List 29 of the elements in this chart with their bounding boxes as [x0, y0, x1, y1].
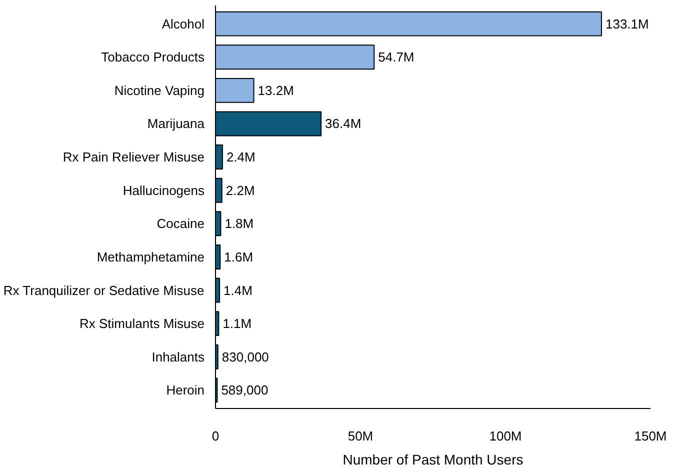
y-tick-label: Tobacco Products: [101, 50, 205, 65]
x-tick-label: 0: [212, 428, 220, 444]
y-tick-label: Hallucinogens: [122, 182, 205, 198]
data-label: 1.6M: [224, 249, 254, 264]
y-tick-label: Methamphetamine: [96, 249, 205, 264]
y-tick-label: Rx Stimulants Misuse: [80, 316, 205, 332]
data-label: 1.4M: [224, 282, 252, 298]
data-label: 1.8M: [224, 216, 254, 232]
data-label: 133.1M: [605, 16, 649, 32]
y-tick-label: Rx Pain Reliever Misuse: [62, 150, 205, 165]
x-tick-label: 50M: [348, 428, 374, 444]
y-tick-label: Nicotine Vaping: [114, 82, 204, 98]
y-tick-label: Heroin: [166, 382, 204, 398]
data-label: 54.7M: [378, 50, 414, 65]
data-label: 13.2M: [258, 82, 294, 98]
data-label: 1.1M: [222, 316, 252, 332]
y-tick-label: Rx Tranquilizer or Sedative Misuse: [3, 282, 204, 298]
x-tick-label: 100M: [489, 428, 522, 444]
x-axis-title: Number of Past Month Users: [342, 452, 524, 468]
data-label: 36.4M: [325, 116, 362, 132]
x-tick-label: 150M: [634, 428, 667, 444]
y-tick-label: Inhalants: [152, 349, 205, 364]
data-label: 2.2M: [226, 182, 255, 198]
data-label: 589,000: [221, 382, 268, 398]
y-tick-label: Marijuana: [147, 116, 206, 132]
data-label: 2.4M: [226, 150, 256, 165]
y-tick-label: Alcohol: [162, 16, 205, 32]
data-label: 830,000: [222, 349, 269, 364]
y-tick-label: Cocaine: [156, 216, 205, 232]
